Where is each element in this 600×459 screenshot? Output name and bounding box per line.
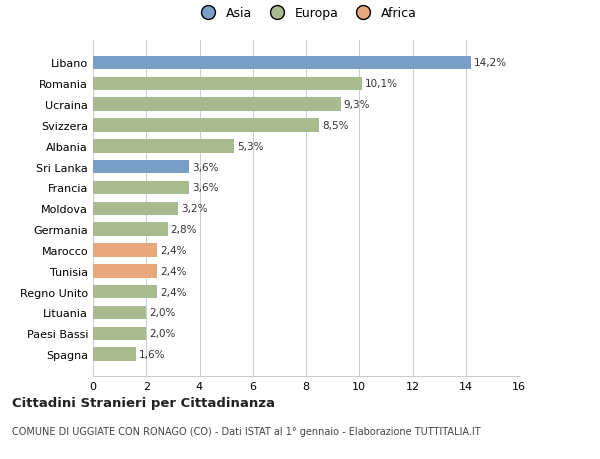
- Text: 5,3%: 5,3%: [238, 141, 264, 151]
- Text: 2,4%: 2,4%: [160, 266, 187, 276]
- Text: 14,2%: 14,2%: [474, 58, 508, 68]
- Bar: [93, 119, 319, 133]
- Bar: [93, 244, 157, 257]
- Text: 3,6%: 3,6%: [192, 162, 218, 172]
- Bar: [93, 327, 146, 341]
- Text: 2,0%: 2,0%: [149, 308, 176, 318]
- Text: 10,1%: 10,1%: [365, 79, 398, 89]
- Text: 2,4%: 2,4%: [160, 246, 187, 255]
- Text: 3,2%: 3,2%: [181, 204, 208, 214]
- Text: 2,0%: 2,0%: [149, 329, 176, 339]
- Text: COMUNE DI UGGIATE CON RONAGO (CO) - Dati ISTAT al 1° gennaio - Elaborazione TUTT: COMUNE DI UGGIATE CON RONAGO (CO) - Dati…: [12, 426, 481, 436]
- Bar: [93, 140, 234, 153]
- Bar: [93, 306, 146, 319]
- Text: 1,6%: 1,6%: [139, 349, 165, 359]
- Bar: [93, 161, 189, 174]
- Text: 3,6%: 3,6%: [192, 183, 218, 193]
- Text: 8,5%: 8,5%: [323, 121, 349, 131]
- Bar: [93, 285, 157, 299]
- Text: Cittadini Stranieri per Cittadinanza: Cittadini Stranieri per Cittadinanza: [12, 396, 275, 409]
- Bar: [93, 181, 189, 195]
- Bar: [93, 264, 157, 278]
- Bar: [93, 77, 362, 91]
- Bar: [93, 347, 136, 361]
- Text: 2,8%: 2,8%: [171, 224, 197, 235]
- Bar: [93, 98, 341, 112]
- Bar: [93, 202, 178, 216]
- Bar: [93, 56, 471, 70]
- Text: 2,4%: 2,4%: [160, 287, 187, 297]
- Legend: Asia, Europa, Africa: Asia, Europa, Africa: [191, 2, 421, 25]
- Bar: [93, 223, 167, 236]
- Text: 9,3%: 9,3%: [344, 100, 370, 110]
